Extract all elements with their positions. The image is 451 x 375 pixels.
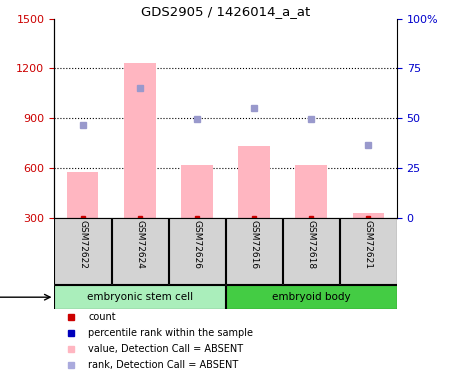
Bar [169,218,225,284]
Bar [226,285,396,309]
Bar [124,63,156,217]
Text: GSM72616: GSM72616 [249,219,258,268]
Text: GSM72626: GSM72626 [193,219,202,268]
Title: GDS2905 / 1426014_a_at: GDS2905 / 1426014_a_at [141,4,310,18]
Text: rank, Detection Call = ABSENT: rank, Detection Call = ABSENT [88,360,239,370]
Text: GSM72621: GSM72621 [364,219,373,268]
Bar [55,218,111,284]
Text: embryoid body: embryoid body [272,292,350,302]
Bar [283,218,340,284]
Text: GSM72624: GSM72624 [135,219,144,268]
Bar [238,146,270,218]
Bar [295,165,327,218]
Text: percentile rank within the sample: percentile rank within the sample [88,328,253,338]
Text: GSM72622: GSM72622 [78,219,87,268]
Text: embryonic stem cell: embryonic stem cell [87,292,193,302]
Text: GSM72618: GSM72618 [307,219,316,268]
Bar [55,285,225,309]
Bar [226,218,282,284]
Bar [181,165,213,218]
Text: value, Detection Call = ABSENT: value, Detection Call = ABSENT [88,344,244,354]
Bar [353,213,384,217]
Bar [340,218,396,284]
Text: count: count [88,312,116,322]
Bar [111,218,168,284]
Bar [67,172,98,217]
